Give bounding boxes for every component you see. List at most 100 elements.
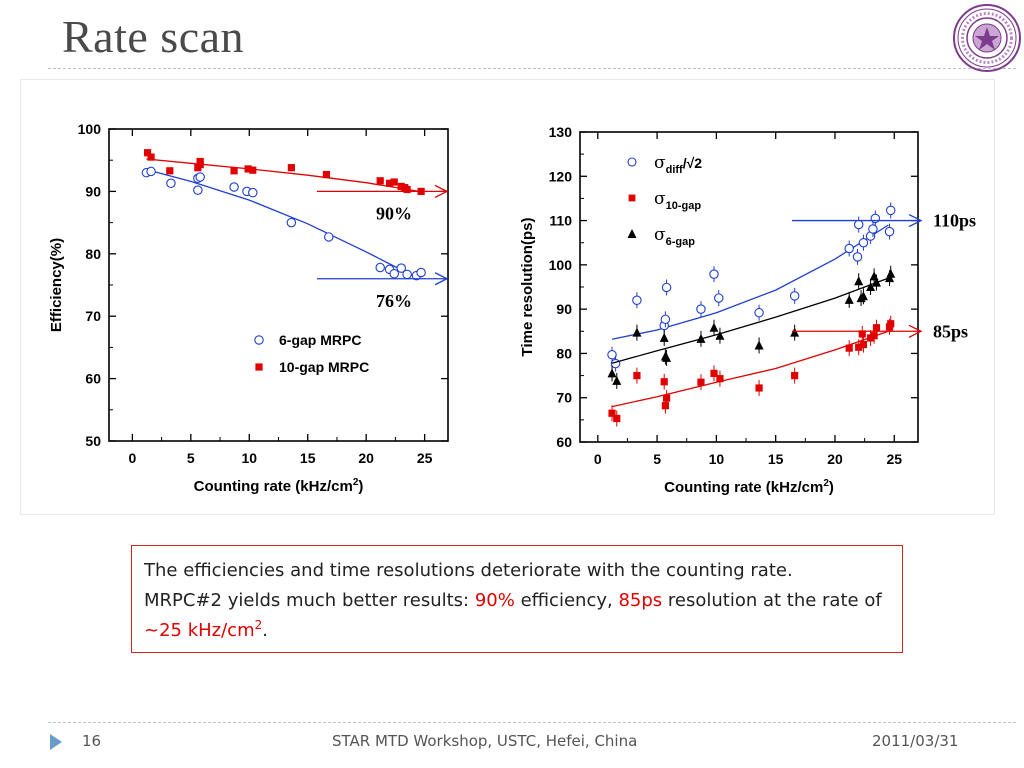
y-tick-label: 70: [85, 308, 101, 324]
highlight-rate: ~25 kHz/cm2: [144, 618, 263, 641]
data-point: [322, 170, 331, 179]
x-axis-label-sup: 2: [823, 478, 829, 489]
x-axis-label-end: ): [358, 478, 363, 495]
legend-sub: 10-gap: [666, 200, 702, 212]
chart-2: 0 5 10 15 20 25 60 70 80 90 100 110 120 130 Counting r…: [519, 124, 976, 496]
footer-date: 2011/03/31: [872, 732, 959, 750]
data-point: [754, 340, 764, 350]
data-point: [662, 394, 671, 402]
data-point: [385, 179, 394, 187]
legend-sigma: σ: [654, 189, 666, 209]
data-point: [697, 378, 705, 386]
y-tick-label: 70: [556, 390, 572, 406]
annotation-label: 90%: [376, 203, 412, 223]
fit-line: [611, 330, 889, 408]
legend-marker: [627, 229, 637, 238]
legend-sub: 6-gap: [666, 236, 696, 248]
data-point: [845, 344, 853, 352]
series-filled-square: [608, 315, 895, 427]
y-tick-label: 130: [549, 124, 573, 140]
data-point: [147, 153, 155, 161]
annotation-label: 110ps: [933, 211, 976, 231]
data-point: [662, 352, 672, 362]
annotation-label: 85ps: [933, 321, 968, 341]
figure-panel: 0 5 10 15 20 25 50 60 70 80 90 100 Counting rate (kH…: [20, 79, 995, 515]
x-tick-label: 25: [886, 451, 902, 467]
y-tick-label: 50: [85, 433, 101, 449]
data-point: [166, 178, 176, 189]
y-tick-label: 80: [556, 345, 572, 361]
x-tick-label: 5: [187, 450, 195, 466]
data-point: [633, 371, 641, 380]
highlight-rate-text: ~25 kHz/cm: [144, 620, 255, 641]
data-point: [716, 375, 724, 383]
data-point: [196, 157, 204, 166]
y-tick-label: 60: [85, 371, 101, 387]
data-point: [612, 375, 622, 385]
data-point: [287, 164, 295, 172]
data-point: [661, 402, 669, 410]
highlight-rate-sup: 2: [254, 618, 263, 632]
x-tick-label: 10: [241, 450, 257, 466]
data-point: [871, 277, 881, 287]
data-point: [844, 294, 854, 304]
data-point: [789, 291, 800, 301]
summary-text-b: efficiency,: [514, 590, 619, 611]
legend-sigma: σ: [654, 153, 666, 173]
footer-event: STAR MTD Workshop, USTC, Hefei, China: [332, 732, 638, 750]
chart-1: 0 5 10 15 20 25 50 60 70 80 90 100 Counting rate (kH…: [48, 121, 449, 495]
x-tick-label: 20: [358, 450, 374, 466]
x-axis-label-end: ): [829, 479, 834, 496]
data-point: [709, 269, 719, 279]
data-point: [696, 333, 706, 343]
series-open-circle: [607, 202, 896, 372]
fit-line: [146, 158, 419, 193]
data-point: [885, 205, 896, 216]
annotation-label: 76%: [376, 291, 412, 311]
x-axis-label: Counting rate (kHz/cm2): [664, 478, 834, 496]
legend-sub: diff: [666, 164, 683, 176]
summary-text-end: .: [262, 620, 268, 641]
y-axis-label: Efficiency(%): [48, 238, 65, 332]
data-point: [607, 350, 617, 360]
data-point: [870, 332, 878, 340]
x-tick-label: 15: [300, 450, 316, 466]
data-point: [389, 269, 399, 279]
data-point: [607, 368, 617, 378]
legend-marker: [254, 335, 264, 345]
university-seal-logo: [953, 4, 1021, 72]
data-point: [659, 332, 669, 342]
y-tick-label: 80: [85, 246, 101, 262]
data-point: [844, 243, 854, 254]
data-point: [858, 291, 868, 301]
data-point: [886, 268, 896, 278]
x-tick-label: 5: [653, 451, 661, 467]
data-point: [858, 330, 866, 338]
plot-frame: [579, 131, 919, 443]
data-point: [696, 304, 706, 314]
x-axis-label-sup: 2: [353, 477, 359, 488]
legend-label: σ10-gap: [654, 189, 701, 212]
summary-line-1: The efficiencies and time resolutions de…: [144, 560, 793, 581]
data-point: [143, 149, 152, 157]
data-point: [870, 213, 881, 224]
data-point: [402, 269, 412, 280]
data-point: [416, 267, 426, 278]
x-tick-label: 0: [128, 450, 136, 466]
legend-marker: [255, 363, 263, 371]
data-point: [715, 330, 725, 340]
x-tick-label: 25: [417, 450, 433, 466]
highlight-resolution: 85ps: [618, 590, 663, 611]
data-point: [632, 327, 642, 337]
y-axis-label: Time resolution(ps): [519, 218, 536, 357]
series-filled-square: [143, 149, 425, 195]
data-point: [754, 307, 764, 318]
data-point: [608, 409, 616, 417]
y-tick-label: 100: [549, 257, 573, 273]
y-tick-label: 60: [556, 434, 572, 450]
page-number: 16: [82, 732, 102, 750]
slide-title: Rate scan: [62, 11, 245, 62]
data-point: [244, 165, 252, 173]
summary-text-a: MRPC#2 yields much better results:: [144, 590, 475, 611]
